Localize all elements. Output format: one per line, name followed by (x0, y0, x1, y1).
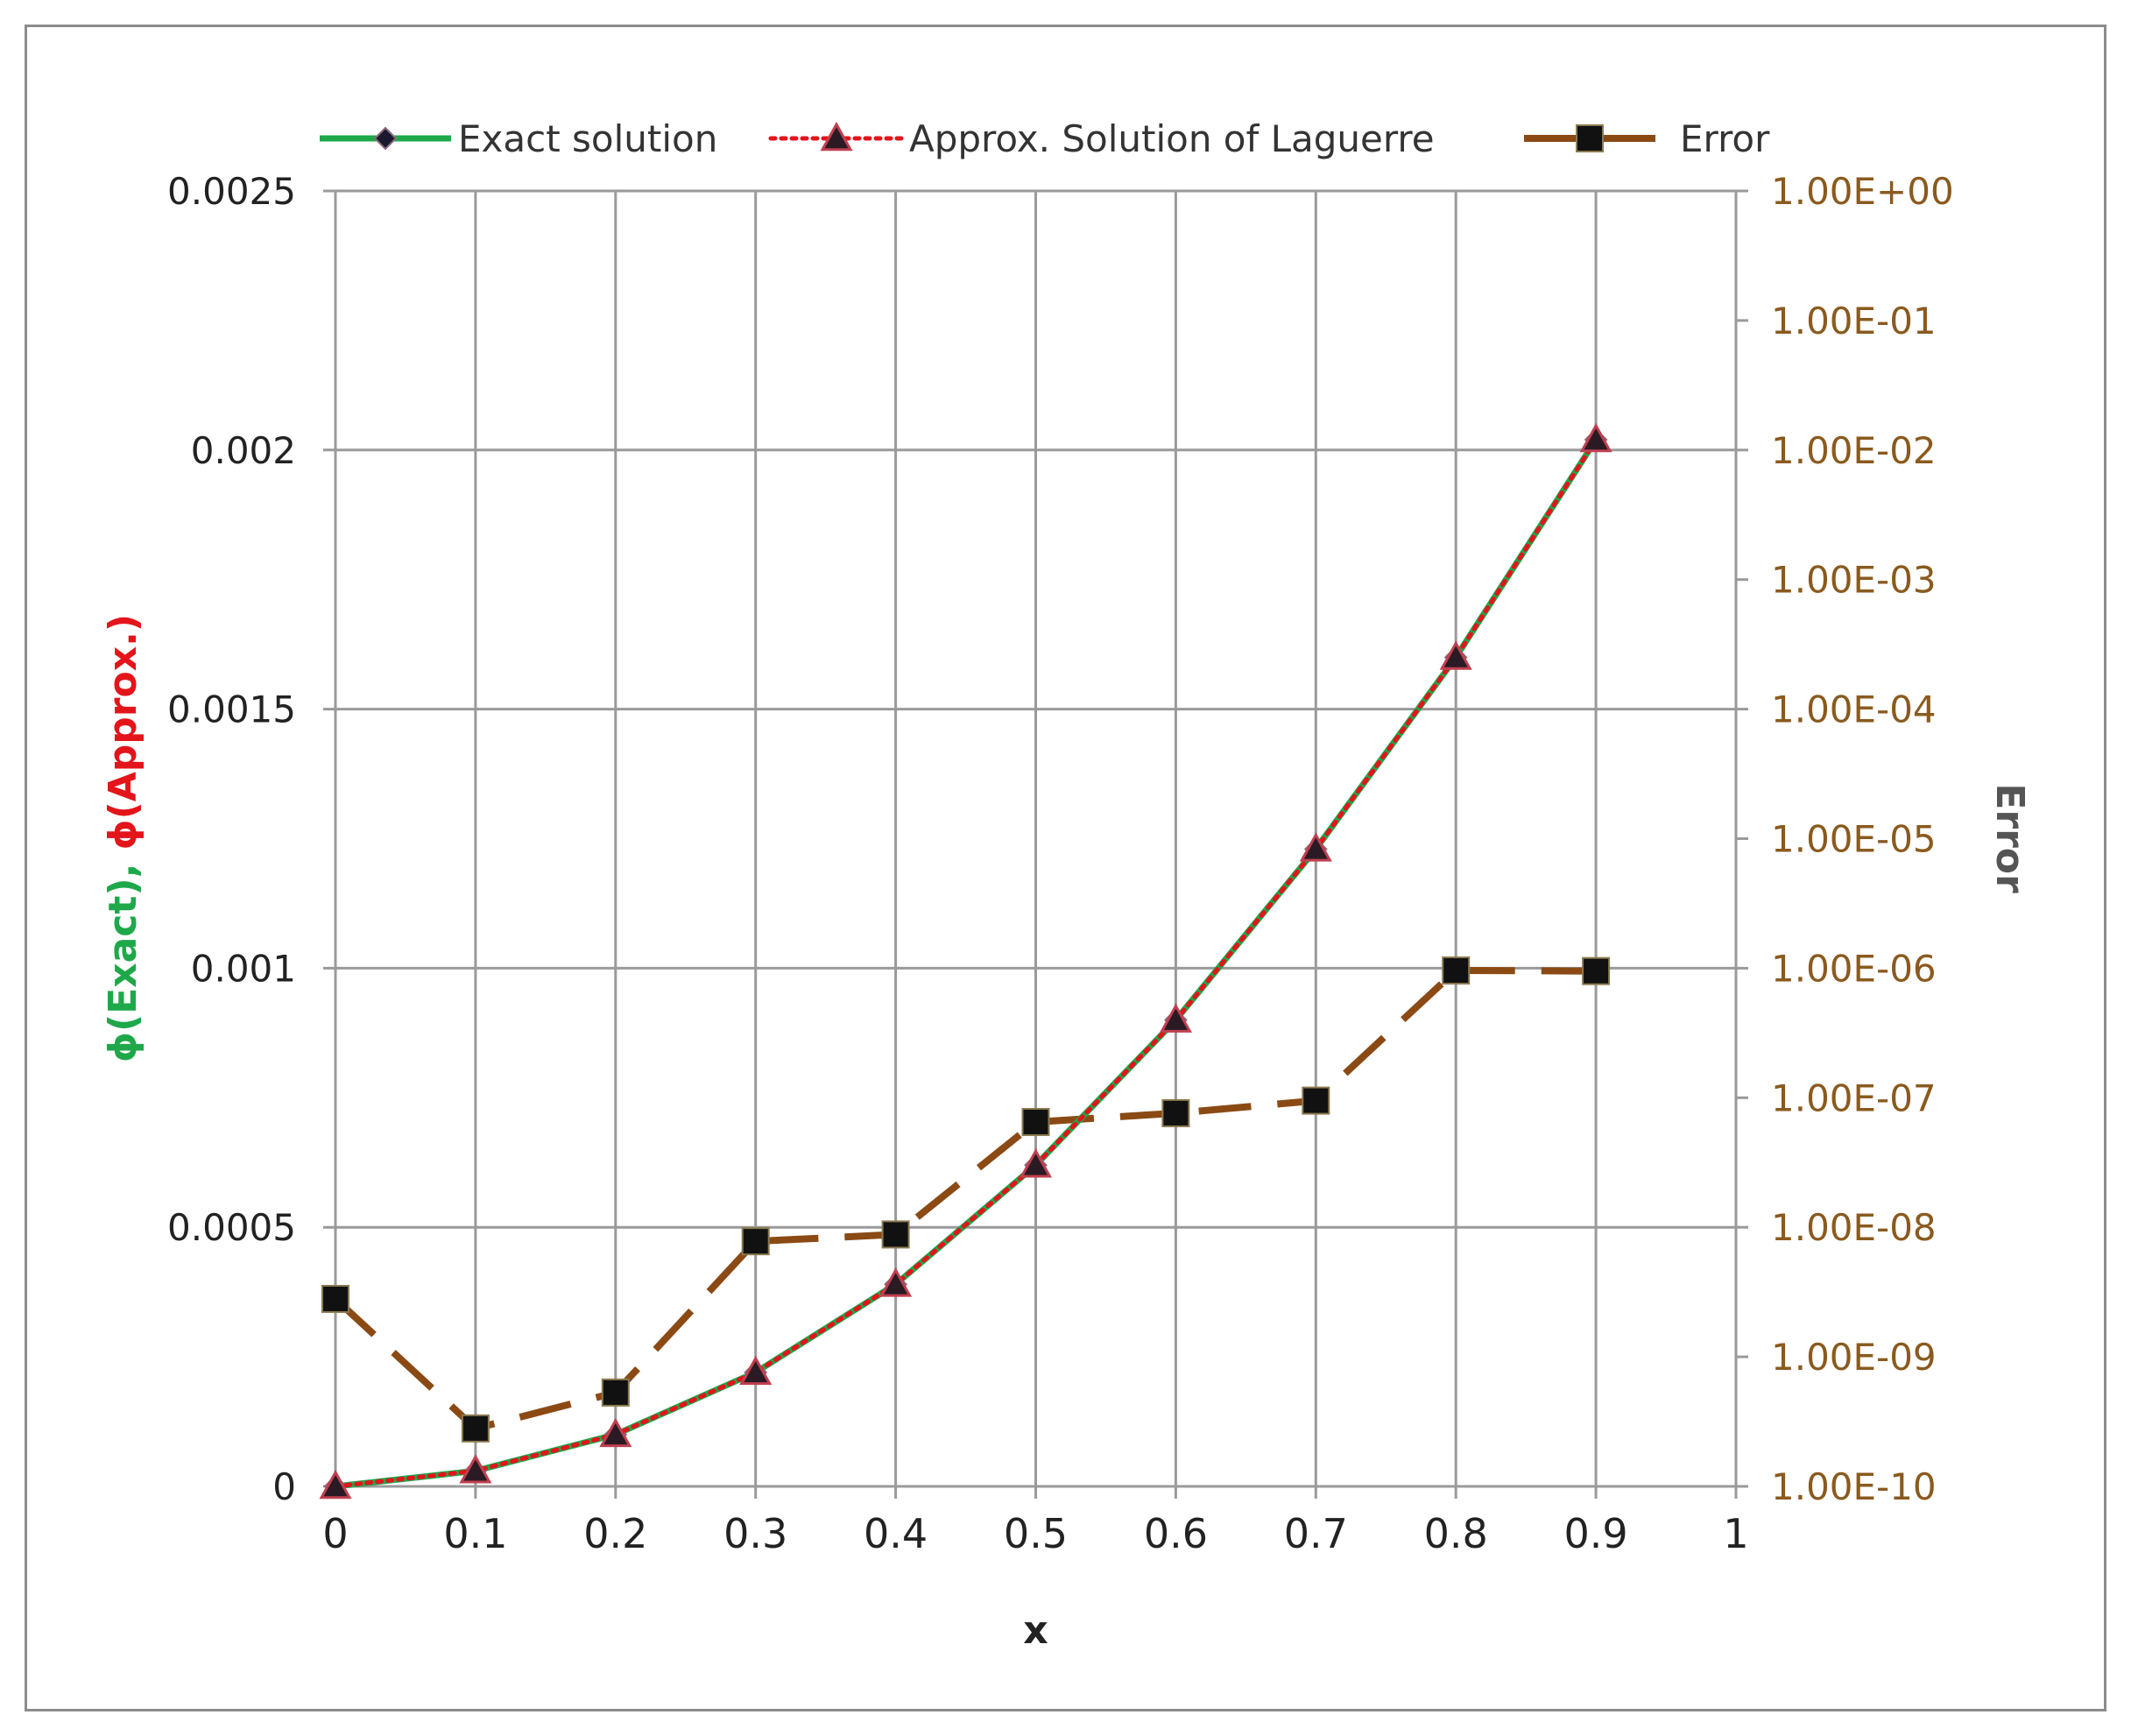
y2-tick-label: 1.00E-05 (1771, 818, 1937, 861)
x-tick-label: 0.9 (1564, 1510, 1628, 1557)
x-tick-label: 0 (322, 1510, 348, 1557)
data-point (459, 1454, 492, 1484)
axis-titles: x ϕ(Exact), ϕ(Approx.) Error (101, 614, 2032, 1653)
legend-label: Approx. Solution of Laguerre (909, 117, 1435, 160)
legend-marker (373, 126, 398, 151)
grid (323, 189, 1748, 1499)
y2-tick-label: 1.00E-07 (1771, 1076, 1937, 1119)
data-point (599, 1417, 632, 1448)
x-tick-label: 1 (1723, 1510, 1748, 1557)
x-tick-label: 0.7 (1284, 1510, 1348, 1557)
x-tick-label: 0.6 (1144, 1510, 1208, 1557)
series-error (321, 956, 1611, 1443)
data-point (1021, 1107, 1050, 1136)
data-point (879, 1267, 913, 1297)
data-point (601, 1378, 630, 1407)
y2-tick-label: 1.00E-08 (1771, 1206, 1937, 1249)
data-point (1019, 1148, 1053, 1178)
series-line (333, 437, 1598, 1489)
y-axis-title: ϕ(Exact), ϕ(Approx.) (101, 614, 145, 1062)
y2-tick-label: 1.00E-09 (1771, 1336, 1937, 1379)
legend: Exact solution Approx. Solution of Laguer… (320, 117, 1770, 160)
legend-marker (1576, 124, 1604, 152)
data-point (1582, 956, 1611, 985)
y-tick-label: 0 (272, 1465, 296, 1508)
y-axis-title-part: ϕ(Approx.) (101, 614, 145, 864)
x-tick-label: 0.2 (583, 1510, 647, 1557)
legend-label: Error (1680, 117, 1770, 160)
y2-tick-label: 1.00E-06 (1771, 947, 1937, 990)
series-line (333, 966, 1597, 1433)
y2-tick-label: 1.00E-03 (1771, 559, 1937, 602)
x-tick-label: 0.1 (443, 1510, 507, 1557)
y2-tick-label: 1.00E+00 (1771, 170, 1954, 213)
data-point (881, 1220, 910, 1249)
data-point (1299, 832, 1332, 862)
data-point (1439, 640, 1472, 670)
legend-item: Exact solution (320, 117, 717, 160)
data-point (1442, 956, 1471, 985)
data-point (1579, 422, 1612, 453)
legend-label: Exact solution (458, 117, 717, 160)
x-tick-label: 0.5 (1004, 1510, 1068, 1557)
data-point (319, 1469, 352, 1500)
y-axis-title-part: ϕ(Exact), (101, 864, 145, 1062)
data-point (739, 1355, 773, 1386)
data-point (1161, 1098, 1190, 1127)
tick-labels: 0 0.1 0.2 0.3 0.4 0.5 0.6 0.7 0.8 0.9 1 0 0.0005 0.00… (167, 170, 1954, 1557)
legend-item: Error (1524, 117, 1770, 160)
x-tick-label: 0.4 (864, 1510, 928, 1557)
x-tick-label: 0.8 (1424, 1510, 1488, 1557)
legend-marker (820, 121, 853, 152)
y2-axis-title: Error (1987, 783, 2032, 893)
data-point (1159, 1003, 1192, 1033)
data-point (461, 1414, 490, 1443)
series-approx-solution-of-laguerre (319, 422, 1612, 1500)
y2-tick-label: 1.00E-01 (1771, 300, 1937, 342)
data-point (741, 1227, 770, 1256)
y2-tick-label: 1.00E-10 (1771, 1465, 1937, 1508)
y-tick-label: 0.0005 (167, 1206, 296, 1249)
series-layer (319, 422, 1612, 1500)
data-point (321, 1284, 349, 1313)
y2-tick-label: 1.00E-04 (1771, 688, 1937, 731)
y-tick-label: 0.001 (191, 947, 296, 990)
y-tick-label: 0.0015 (167, 688, 296, 731)
legend-item: Approx. Solution of Laguerre (768, 117, 1435, 160)
y2-tick-label: 1.00E-02 (1771, 429, 1937, 472)
y-tick-label: 0.002 (191, 429, 296, 472)
x-axis-title: x (1023, 1608, 1048, 1653)
x-tick-label: 0.3 (723, 1510, 787, 1557)
data-point (1302, 1086, 1330, 1115)
y-tick-label: 0.0025 (167, 170, 296, 213)
